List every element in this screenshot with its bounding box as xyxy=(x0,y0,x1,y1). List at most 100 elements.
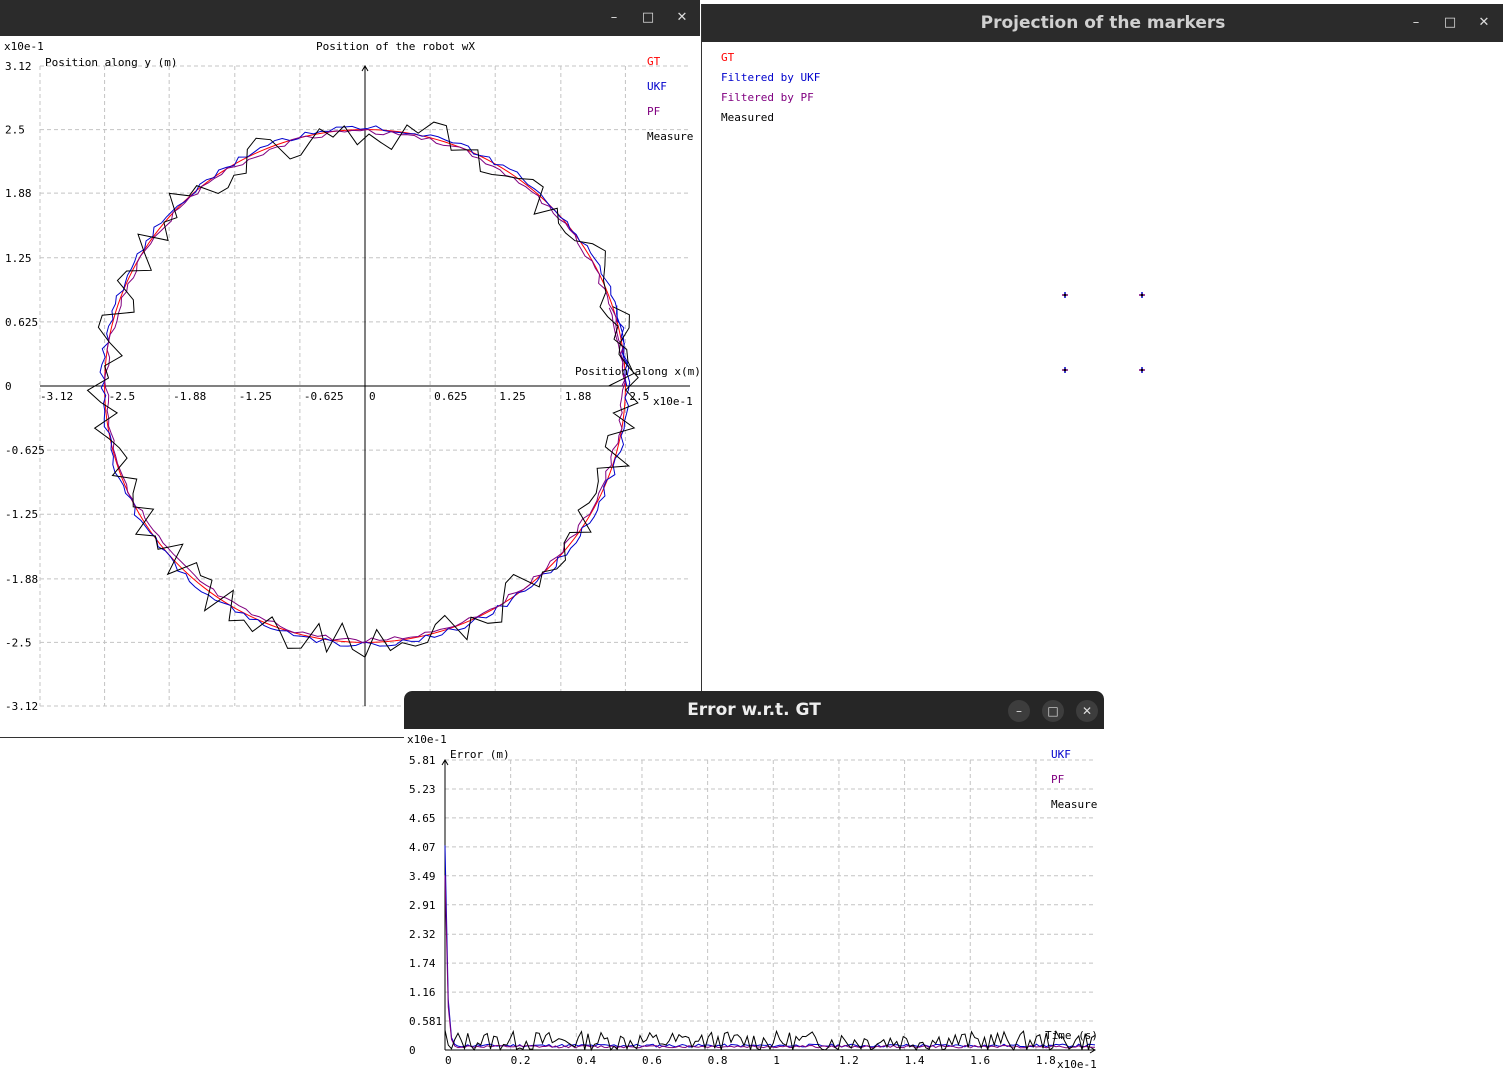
position-tick-labels: -3.12 -2.5 -1.88 -1.25 -0.625 0 0.625 1.25 1.88 2… xyxy=(5,60,649,713)
position-y-tick-label: 2.5 xyxy=(5,124,25,137)
position-series xyxy=(86,121,639,658)
error-titlebar[interactable]: Error w.r.t. GT xyxy=(404,691,1104,729)
error-tick-labels: 0 0.2 0.4 0.6 0.8 1 1.2 1.4 1.6 1.8 5.81 5.23 4.65 4.… xyxy=(409,754,1056,1067)
projection-titlebar[interactable]: Projection of the markers xyxy=(702,4,1503,42)
error-y-tick-label: 5.23 xyxy=(409,783,436,796)
position-legend-ukf: UKF xyxy=(647,80,667,93)
position-legend-pf: PF xyxy=(647,105,660,118)
position-x-axis-label: Position along x(m) xyxy=(575,365,700,378)
error-x-scale-label: x10e-1 xyxy=(1057,1058,1097,1071)
position-maximize-button[interactable]: □ xyxy=(641,10,655,25)
position-y-tick-label: -1.25 xyxy=(5,508,38,521)
error-window-title: Error w.r.t. GT xyxy=(687,700,821,720)
position-x-tick-label: 0 xyxy=(369,390,376,403)
error-legend-measure: Measure xyxy=(1051,798,1097,811)
position-x-tick-label: -2.5 xyxy=(109,390,136,403)
position-series-ukf xyxy=(99,125,631,647)
position-legend-gt: GT xyxy=(647,55,661,68)
error-axes xyxy=(441,759,1096,1054)
error-y-tick-label: 1.16 xyxy=(409,986,436,999)
position-minimize-button[interactable]: – xyxy=(610,10,618,25)
error-x-tick-label: 1.6 xyxy=(970,1054,990,1067)
error-x-tick-label: 1.2 xyxy=(839,1054,859,1067)
position-x-tick-label: -1.25 xyxy=(239,390,272,403)
position-x-tick-label: -0.625 xyxy=(304,390,344,403)
error-y-tick-label: 5.81 xyxy=(409,754,436,767)
position-series-gt xyxy=(104,129,626,643)
position-chart-title: Position of the robot wX xyxy=(316,40,475,53)
position-legend: GT UKF PF Measure xyxy=(647,55,693,143)
position-series-measure xyxy=(86,121,639,658)
position-x-tick-label: -1.88 xyxy=(173,390,206,403)
error-y-tick-label: 0.581 xyxy=(409,1015,442,1028)
projection-close-button[interactable]: ✕ xyxy=(1478,15,1490,30)
position-y-tick-label: -2.5 xyxy=(5,636,32,649)
position-y-tick-label: 1.25 xyxy=(5,252,32,265)
error-x-axis-label: Time (s) xyxy=(1045,1029,1098,1042)
error-series-measure xyxy=(444,1029,1096,1052)
error-legend-pf: PF xyxy=(1051,773,1064,786)
marker-top-left xyxy=(1062,292,1068,298)
position-close-button[interactable]: ✕ xyxy=(676,10,688,25)
error-grid xyxy=(444,759,1095,1051)
error-close-button[interactable]: ✕ xyxy=(1076,700,1098,722)
projection-legend-pf: Filtered by PF xyxy=(721,91,814,104)
position-titlebar[interactable] xyxy=(0,0,700,36)
projection-minimize-button[interactable]: – xyxy=(1412,15,1420,30)
error-legend-ukf: UKF xyxy=(1051,748,1071,761)
error-y-tick-label: 1.74 xyxy=(409,957,436,970)
position-y-scale-label: x10e-1 xyxy=(4,40,44,53)
error-x-tick-label: 1.4 xyxy=(905,1054,925,1067)
error-y-tick-label: 3.49 xyxy=(409,870,436,883)
projection-legend: GT Filtered by UKF Filtered by PF Measur… xyxy=(721,51,820,131)
error-window: Error w.r.t. GT – □ ✕ 0 0.2 0.4 0.6 0.8 1 1.2 1… xyxy=(404,691,1104,1079)
position-y-tick-label: 0.625 xyxy=(5,316,38,329)
error-y-tick-label: 4.07 xyxy=(409,841,436,854)
position-y-axis-arrow xyxy=(361,65,369,72)
position-window: – □ ✕ -3.12 -2.5 -1.88 -1.25 -0.625 0 0.625 1.2… xyxy=(0,0,700,738)
error-legend: UKF PF Measure xyxy=(1051,748,1097,811)
position-legend-measure: Measure xyxy=(647,130,693,143)
position-y-axis-label: Position along y (m) xyxy=(45,56,177,69)
position-plot: -3.12 -2.5 -1.88 -1.25 -0.625 0 0.625 1.25 1.88 2… xyxy=(4,40,700,713)
position-x-tick-label: 1.88 xyxy=(565,390,592,403)
position-x-tick-label: -3.12 xyxy=(40,390,73,403)
error-x-tick-label: 1.8 xyxy=(1036,1054,1056,1067)
projection-canvas xyxy=(1062,292,1145,373)
marker-bottom-left xyxy=(1062,367,1068,373)
position-y-tick-label: 3.12 xyxy=(5,60,32,73)
error-x-tick-label: 0 xyxy=(445,1054,452,1067)
position-axes xyxy=(40,65,690,706)
position-y-tick-label: 1.88 xyxy=(5,187,32,200)
position-y-tick-label: 0 xyxy=(5,380,12,393)
error-plot: 0 0.2 0.4 0.6 0.8 1 1.2 1.4 1.6 1.8 5.81 5.23 4.65 4.… xyxy=(407,733,1098,1071)
projection-maximize-button[interactable]: □ xyxy=(1443,15,1457,30)
error-y-tick-label: 2.32 xyxy=(409,928,436,941)
error-x-tick-label: 1 xyxy=(773,1054,780,1067)
error-minimize-button[interactable]: – xyxy=(1008,700,1030,722)
projection-legend-ukf: Filtered by UKF xyxy=(721,71,821,84)
projection-window-title: Projection of the markers xyxy=(980,13,1226,33)
error-y-tick-label: 2.91 xyxy=(409,899,436,912)
error-x-tick-label: 0.2 xyxy=(511,1054,531,1067)
error-x-tick-label: 0.8 xyxy=(708,1054,728,1067)
error-y-tick-label: 0 xyxy=(409,1044,416,1057)
error-y-axis-label: Error (m) xyxy=(450,748,510,761)
error-x-tick-label: 0.6 xyxy=(642,1054,662,1067)
position-series-pf xyxy=(104,128,627,644)
position-y-tick-label: -3.12 xyxy=(5,700,38,713)
error-y-scale-label: x10e-1 xyxy=(407,733,447,746)
projection-legend-gt: GT xyxy=(721,51,735,64)
error-y-axis-arrow xyxy=(441,759,449,766)
position-y-tick-label: -1.88 xyxy=(5,573,38,586)
error-x-tick-label: 0.4 xyxy=(576,1054,596,1067)
error-x-axis-arrow xyxy=(1089,1046,1096,1054)
position-x-scale-label: x10e-1 xyxy=(653,395,693,408)
error-y-tick-label: 4.65 xyxy=(409,812,436,825)
marker-bottom-right xyxy=(1139,367,1145,373)
error-maximize-button[interactable]: □ xyxy=(1042,700,1064,722)
marker-top-right xyxy=(1139,292,1145,298)
error-series xyxy=(444,845,1096,1052)
position-x-tick-label: 1.25 xyxy=(499,390,526,403)
error-series-pf xyxy=(444,875,1096,1049)
